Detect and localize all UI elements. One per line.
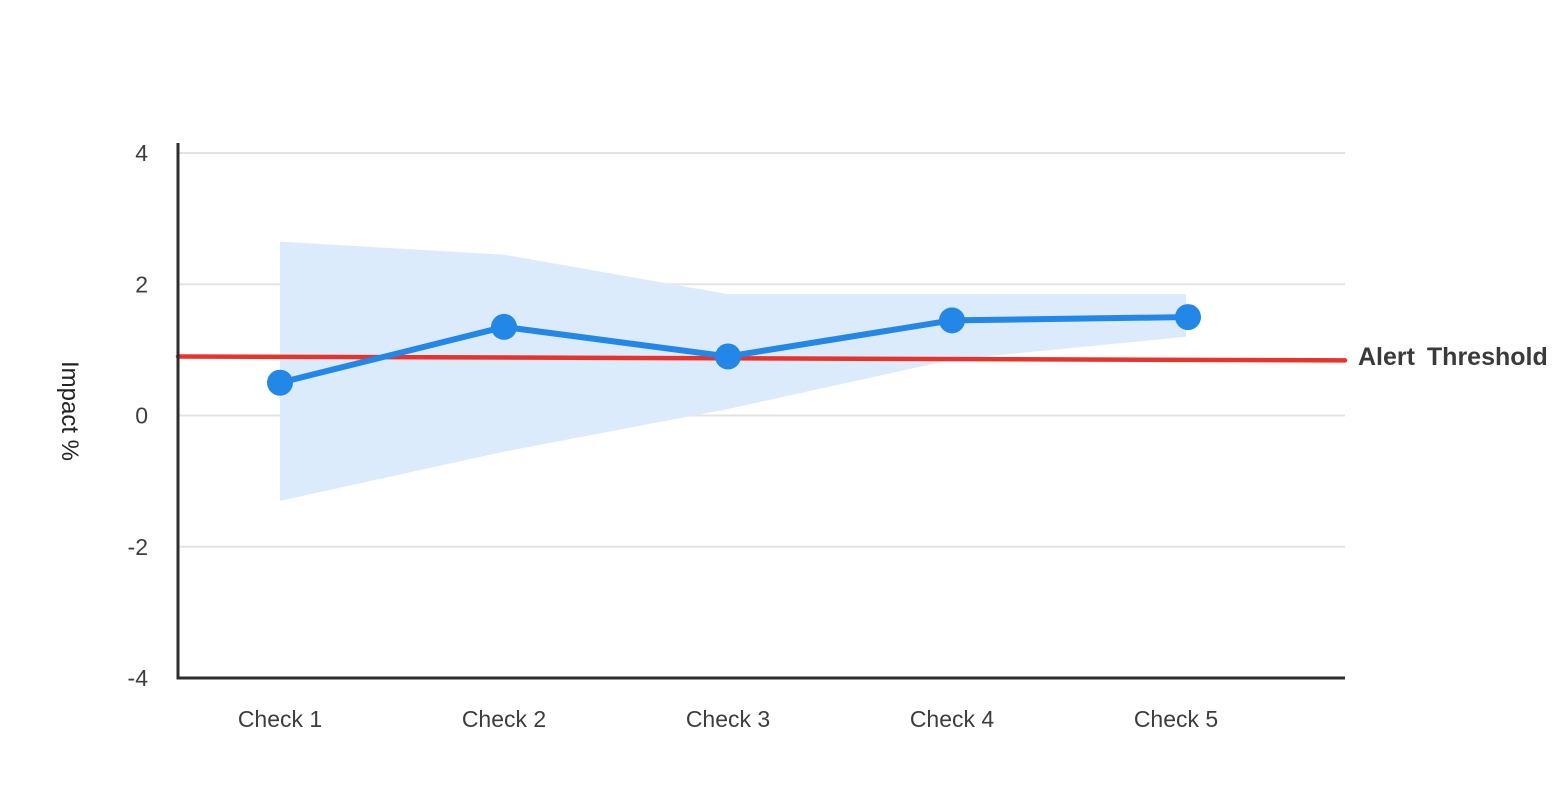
axes-layer <box>176 143 1345 680</box>
y-tick-label-2: 2 <box>135 271 148 297</box>
threshold-label: Alert Threshold <box>1358 343 1548 371</box>
x-tick-label-check-1: Check 1 <box>238 706 322 732</box>
tick-labels-layer: 4 2 0 -2 -4 Check 1 Check 2 Check 3 Check 4 Check… <box>128 140 1219 732</box>
confidence-band <box>280 241 1186 501</box>
y-tick-label-0: 0 <box>135 403 148 429</box>
x-tick-label-check-2: Check 2 <box>462 706 546 732</box>
data-point-check-4 <box>939 307 965 334</box>
x-tick-label-check-4: Check 4 <box>910 706 995 732</box>
x-tick-label-check-3: Check 3 <box>686 706 770 732</box>
data-point-check-5 <box>1175 304 1201 331</box>
data-point-check-1 <box>267 369 293 396</box>
confidence-band-layer <box>280 241 1186 501</box>
y-axis-title: Impact % <box>56 361 83 461</box>
y-tick-label-4: 4 <box>135 140 148 166</box>
data-point-check-2 <box>491 313 517 340</box>
y-tick-label--4: -4 <box>128 665 149 691</box>
x-tick-label-check-5: Check 5 <box>1134 706 1218 732</box>
data-point-check-3 <box>715 343 741 370</box>
y-tick-label--2: -2 <box>128 534 148 560</box>
series-layer <box>267 304 1201 396</box>
